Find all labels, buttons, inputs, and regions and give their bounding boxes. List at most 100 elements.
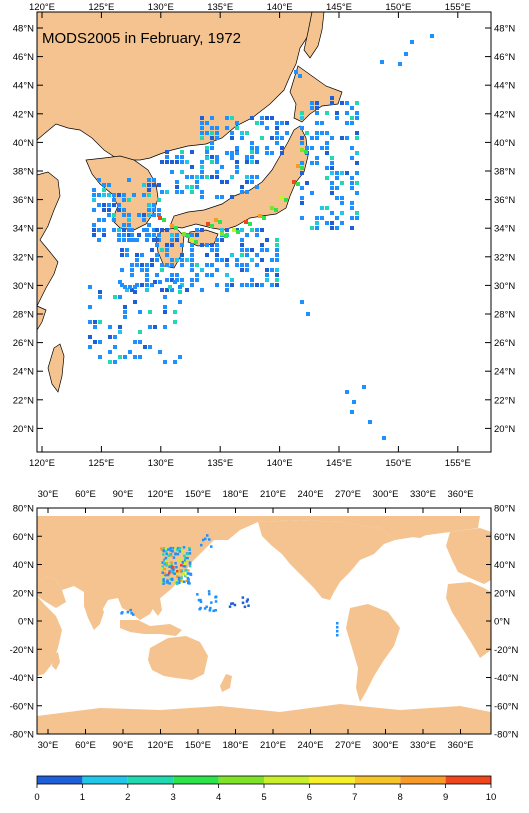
obs-cell: [240, 136, 244, 140]
obs-cell: [215, 170, 219, 174]
obs-cell: [330, 186, 334, 190]
obs-cell: [200, 126, 204, 130]
obs-cell: [255, 228, 259, 232]
obs-cell: [350, 410, 354, 414]
obs-cell: [300, 300, 304, 304]
lon-label-bottom: 140°E: [267, 458, 293, 469]
world-obs-cell: [197, 598, 201, 602]
obs-cell: [122, 208, 126, 212]
lat-label-left: 36°N: [13, 195, 34, 206]
world-obs-cell: [161, 561, 164, 564]
obs-cell: [305, 146, 309, 150]
obs-cell-hot: [248, 222, 252, 226]
obs-cell: [147, 223, 151, 227]
lon-label-bottom: 155°E: [445, 458, 471, 469]
obs-cell: [93, 320, 97, 324]
world-obs-cell: [241, 601, 245, 605]
world-obs-cell: [166, 573, 170, 577]
world-lat-label-left: -80°N: [10, 730, 35, 741]
colorbar: 0 1 2 3 4 5 6 7 8 9 10: [34, 775, 496, 803]
world-obs-cell: [182, 564, 185, 568]
obs-cell: [120, 248, 124, 252]
lat-label-left: 28°N: [13, 310, 34, 321]
regional-map-axes: 120°E 120°E 125°E 125°E 130°E 130°E 135°E 135°E…: [13, 2, 516, 469]
world-obs-cell: [170, 578, 174, 581]
obs-cell: [310, 146, 314, 150]
world-obs-cell: [160, 567, 164, 570]
lat-label-left: 48°N: [13, 24, 34, 35]
world-obs-cell: [214, 608, 217, 612]
obs-cell: [175, 233, 179, 237]
obs-cell: [152, 233, 156, 237]
world-obs-cell: [184, 559, 187, 562]
obs-cell: [350, 106, 354, 110]
obs-cell: [195, 228, 199, 232]
obs-cell: [157, 198, 161, 202]
obs-cell: [130, 273, 134, 277]
world-obs-cell: [129, 608, 132, 612]
obs-cell: [245, 131, 249, 135]
world-lat-label-left: 40°N: [13, 560, 34, 571]
obs-cell: [127, 198, 131, 202]
obs-cell: [98, 355, 102, 359]
world-lat-label-right: 0°N: [494, 617, 510, 628]
world-obs-cell: [164, 547, 168, 550]
obs-cell: [280, 121, 284, 125]
obs-cell-hot: [236, 230, 240, 234]
obs-cell: [155, 253, 159, 257]
world-obs-cell: [188, 561, 192, 564]
world-lon-label-bottom: 240°E: [298, 740, 324, 750]
obs-cell: [195, 185, 199, 189]
obs-cell: [205, 121, 209, 125]
india: [84, 592, 104, 630]
obs-cell: [137, 213, 141, 217]
obs-cell: [300, 116, 304, 120]
obs-cell: [315, 131, 319, 135]
obs-cell: [200, 160, 204, 164]
obs-cell: [145, 283, 149, 287]
world-lat-label-right: 60°N: [494, 532, 515, 543]
obs-cell: [145, 233, 149, 237]
world-obs-cell: [121, 611, 124, 614]
obs-cell: [127, 213, 131, 217]
world-obs-cell: [185, 556, 188, 560]
lon-label-bottom: 150°E: [385, 458, 411, 469]
world-obs-cell: [168, 572, 171, 575]
obs-cell: [135, 258, 139, 262]
obs-cell: [240, 248, 244, 252]
obs-cell: [122, 228, 126, 232]
obs-cell: [160, 248, 164, 252]
world-lat-label-right: -20°N: [494, 645, 519, 656]
colorbar-segment: [127, 776, 174, 784]
obs-cell: [102, 218, 106, 222]
world-lat-label-right: -60°N: [494, 701, 519, 712]
obs-cell: [230, 175, 234, 179]
obs-cell: [142, 183, 146, 187]
obs-cell: [88, 320, 92, 324]
obs-cell: [127, 218, 131, 222]
africa-west: [446, 582, 491, 658]
obs-cell: [330, 156, 334, 160]
japan: [162, 554, 178, 584]
obs-cell: [163, 310, 167, 314]
colorbar-label: 2: [125, 792, 130, 803]
obs-cell: [340, 211, 344, 215]
world-lon-label-top: 210°E: [260, 489, 286, 500]
obs-cell-hot: [244, 220, 248, 224]
obs-cell: [150, 258, 154, 262]
obs-cell: [180, 278, 184, 282]
obs-cell: [325, 151, 329, 155]
world-obs-cell: [183, 565, 187, 568]
world-lon-label-top: 270°E: [335, 489, 361, 500]
obs-cell: [165, 253, 169, 257]
obs-cell: [205, 273, 209, 277]
obs-cell: [102, 183, 106, 187]
obs-cell: [180, 263, 184, 267]
world-obs-cell: [246, 598, 249, 601]
obs-cell-hot: [300, 166, 304, 170]
obs-cell-hot: [262, 216, 266, 220]
obs-cell: [255, 233, 259, 237]
obs-cell-hot: [292, 180, 296, 184]
lat-label-right: 42°N: [494, 109, 515, 120]
world-obs-cell: [165, 564, 168, 567]
